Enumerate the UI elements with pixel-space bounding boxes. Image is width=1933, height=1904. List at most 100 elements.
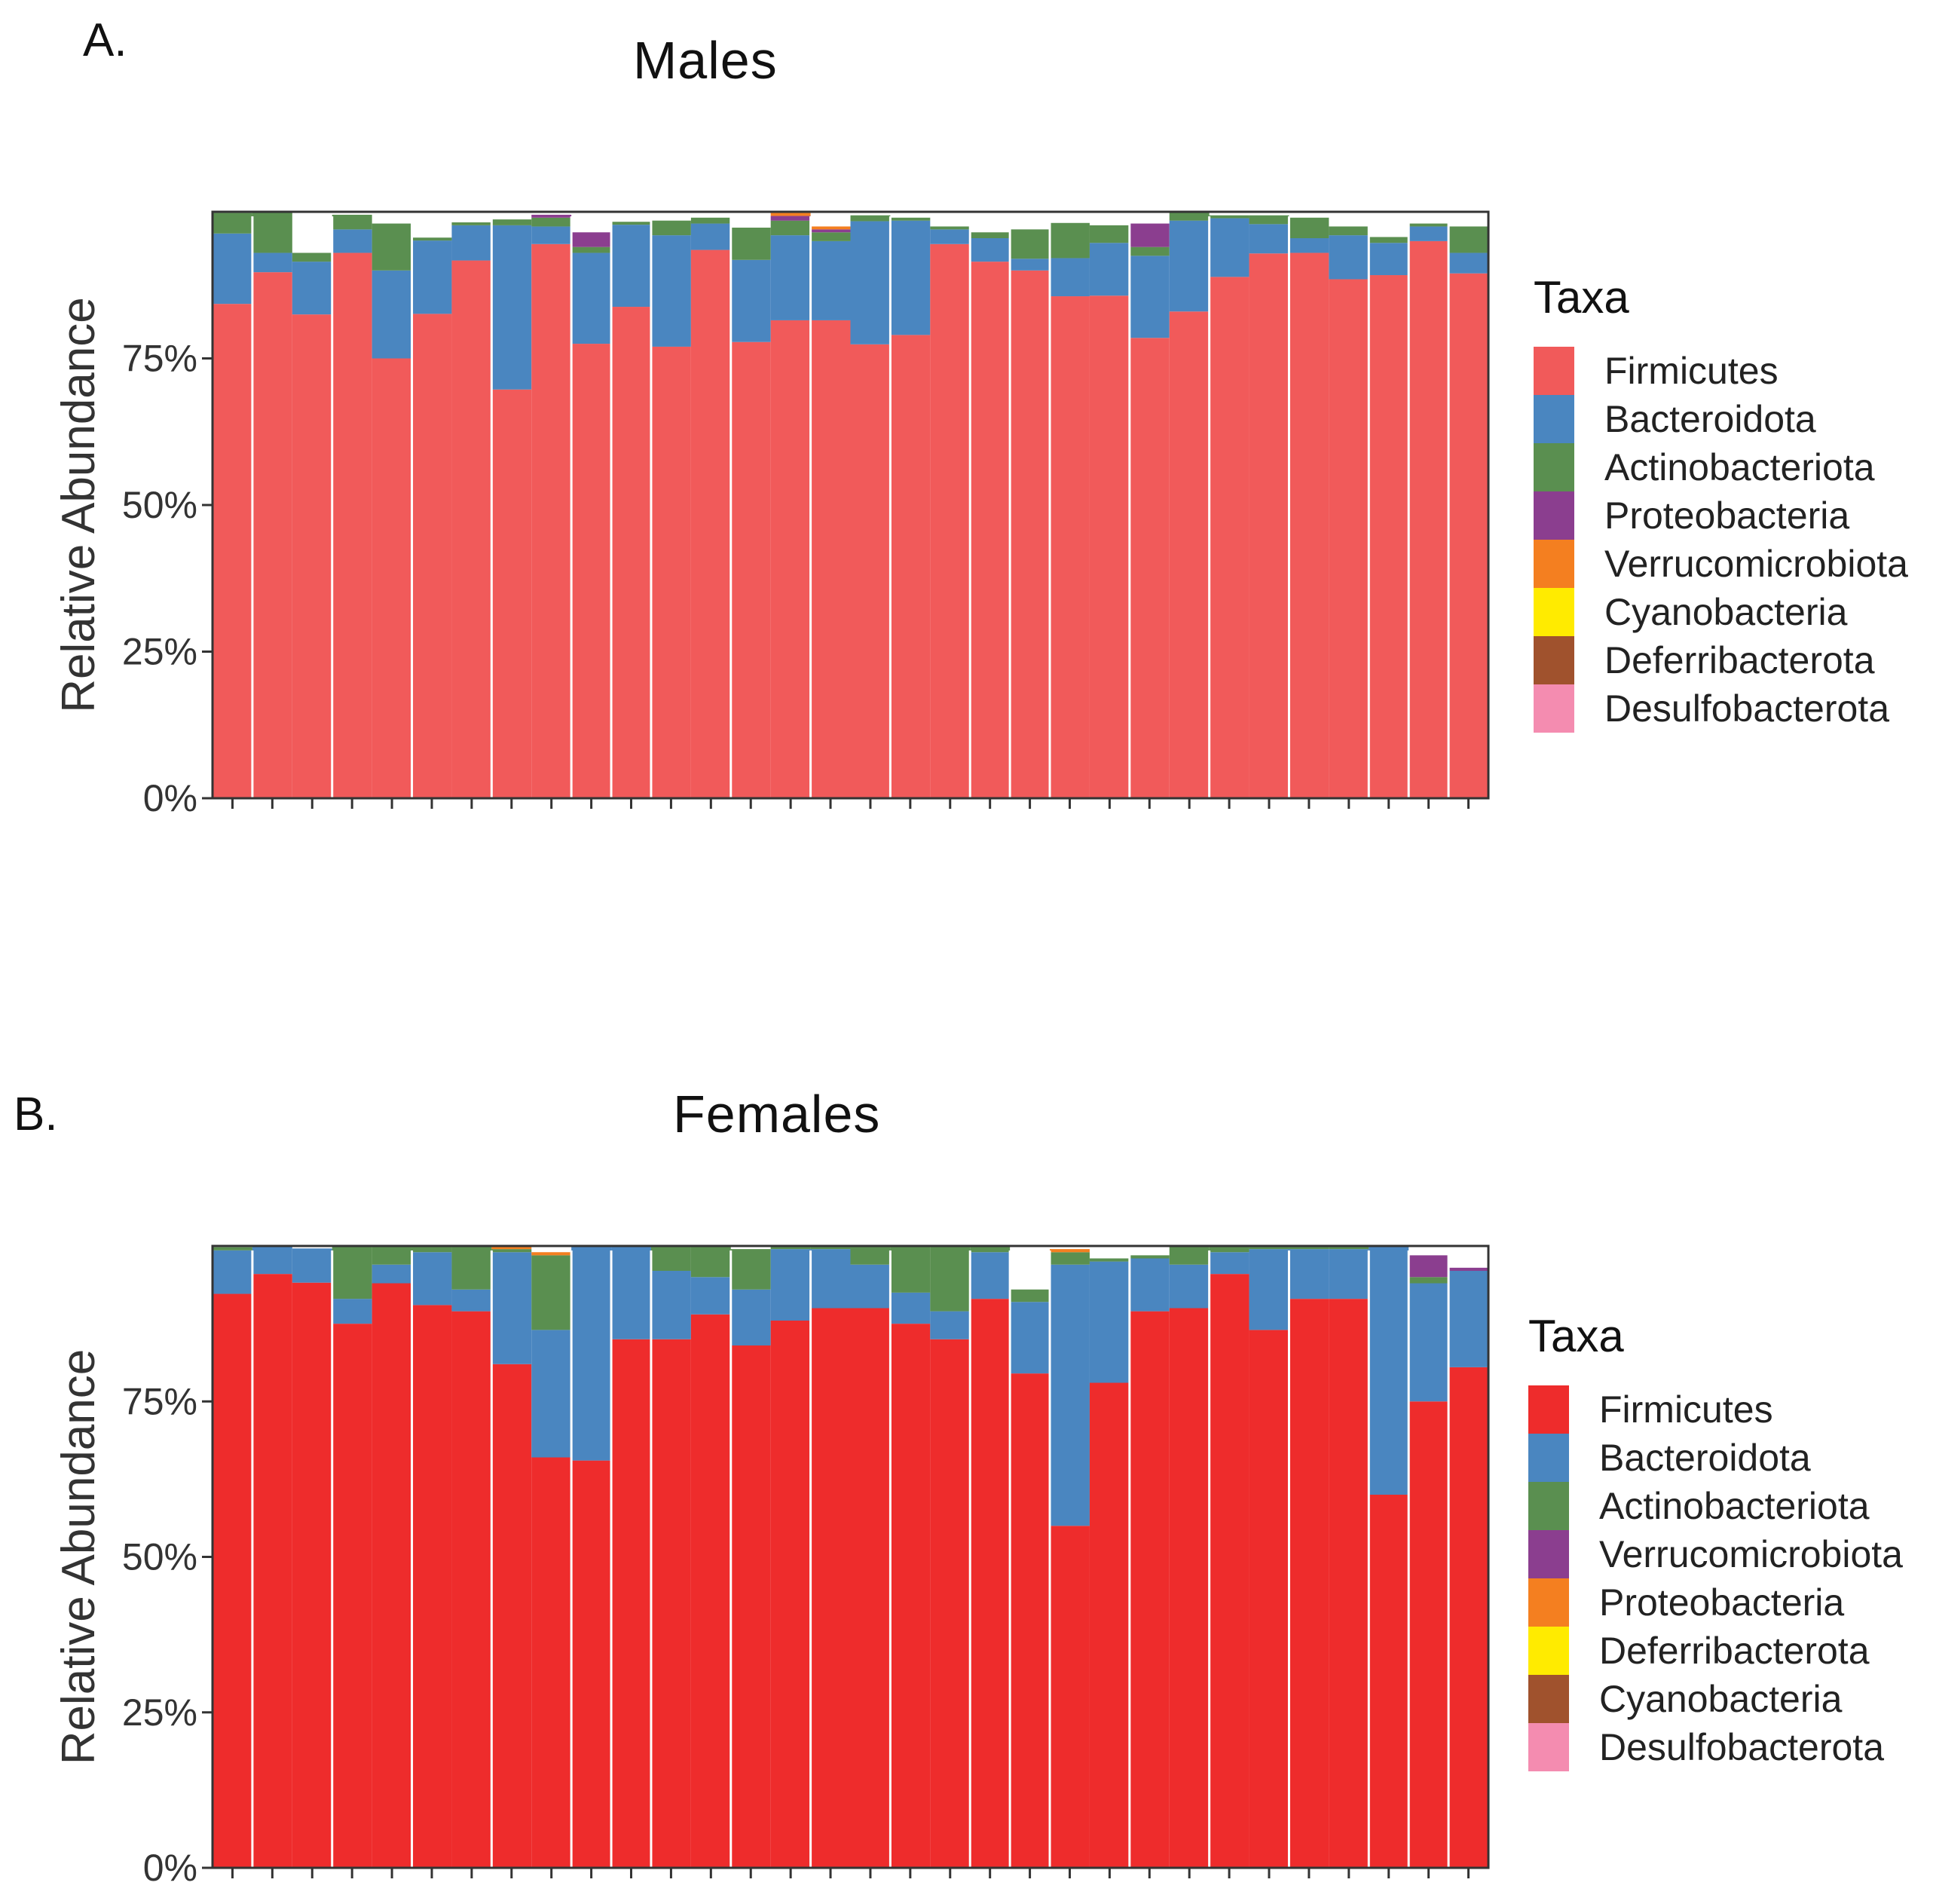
bar-stack <box>531 1252 572 1868</box>
bar-segment-firmicutes <box>372 1283 412 1868</box>
bar-segment-firmicutes <box>650 346 691 798</box>
bar-segment-firmicutes <box>1289 253 1329 799</box>
bar-stack <box>850 215 891 799</box>
bar-segment-actinobacteriota <box>890 217 931 221</box>
bar-segment-firmicutes <box>411 314 452 798</box>
bar-segment-bacteroidota <box>650 1271 691 1339</box>
legend-label: Deferribacterota <box>1599 1630 1870 1672</box>
bar-segment-actinobacteriota <box>372 223 412 271</box>
bar-segment-proteobacteria <box>1129 223 1170 247</box>
bar-segment-actinobacteriota <box>1448 226 1488 253</box>
bar-segment-bacteroidota <box>1209 1252 1249 1275</box>
bar-segment-bacteroidota <box>491 1252 532 1364</box>
bar-segment-firmicutes <box>213 304 252 798</box>
bar-segment-actinobacteriota <box>491 1249 532 1253</box>
legend-item: Firmicutes <box>1534 347 1908 395</box>
panel-males: A. Males 0% 25% 50% 75% Relative Abundance T… <box>53 14 1908 819</box>
legend-label: Bacteroidota <box>1599 1437 1811 1479</box>
bar-segment-firmicutes <box>970 262 1011 798</box>
y-tick-label: 50% <box>122 484 197 526</box>
bar-segment-firmicutes <box>1408 1401 1449 1868</box>
bar-segment-firmicutes <box>650 1339 691 1868</box>
bar-segment-firmicutes <box>690 249 731 798</box>
bar-stack <box>1249 1246 1289 1869</box>
bar-segment-firmicutes <box>372 358 412 798</box>
y-tick-label: 25% <box>122 1691 197 1734</box>
bar-segment-actinobacteriota <box>1209 1246 1249 1253</box>
bar-stack <box>1408 1255 1449 1868</box>
legend-item: Desulfobacterota <box>1534 684 1908 733</box>
legend-item: Bacteroidota <box>1528 1434 1903 1482</box>
bar-segment-bacteroidota <box>930 229 971 244</box>
bar-segment-bacteroidota <box>1408 226 1449 241</box>
bar-segment-bacteroidota <box>571 1246 612 1461</box>
bar-segment-actinobacteriota <box>970 232 1011 239</box>
bar-segment-actinobacteriota <box>1089 1258 1130 1262</box>
bar-segment-firmicutes <box>1369 275 1409 798</box>
bar-segment-actinobacteriota <box>650 1246 691 1271</box>
bar-segment-bacteroidota <box>1050 258 1090 297</box>
legend-item: Actinobacteriota <box>1534 443 1908 491</box>
bar-segment-actinobacteriota <box>611 222 651 225</box>
y-tick-label: 75% <box>122 1380 197 1422</box>
bar-segment-firmicutes <box>770 1321 811 1868</box>
bar-segment-verrucomicrobiota <box>1408 1255 1449 1278</box>
bar-segment-actinobacteriota <box>411 237 452 241</box>
bar-stack <box>1209 1246 1249 1869</box>
legend-swatch <box>1534 684 1574 733</box>
bar-segment-firmicutes <box>730 1345 771 1868</box>
bar-stack <box>571 1246 612 1869</box>
bar-stack <box>970 232 1011 798</box>
bar-segment-firmicutes <box>1209 1274 1249 1869</box>
bar-segment-proteobacteria <box>770 216 811 221</box>
bar-segment-bacteroidota <box>372 1264 412 1284</box>
bar-stack <box>730 228 771 799</box>
bar-stack <box>292 1248 332 1868</box>
bar-stack <box>1369 1246 1409 1868</box>
bar-segment-actinobacteriota <box>451 222 492 225</box>
bar-segment-firmicutes <box>930 243 971 798</box>
bar-segment-firmicutes <box>810 320 851 798</box>
bar-segment-actinobacteriota <box>890 1246 931 1293</box>
bar-stack <box>571 232 612 798</box>
bar-stack <box>730 1249 771 1868</box>
bar-segment-actinobacteriota <box>690 1246 731 1278</box>
bar-segment-bacteroidota <box>890 220 931 335</box>
bar-stack <box>372 1246 412 1868</box>
bar-segment-bacteroidota <box>970 1252 1011 1299</box>
bar-segment-actinobacteriota <box>332 1246 372 1299</box>
legend-item: Deferribacterota <box>1528 1627 1903 1675</box>
bar-segment-firmicutes <box>531 1457 572 1868</box>
bar-stack <box>1329 1246 1369 1869</box>
bar-segment-firmicutes <box>292 1282 332 1868</box>
bar-segment-actinobacteriota <box>451 1246 492 1290</box>
legend-swatch <box>1528 1482 1569 1530</box>
bar-stack <box>930 226 971 798</box>
bar-segment-actinobacteriota <box>850 215 891 222</box>
legend: Taxa Firmicutes Bacteroidota Actinobacteri… <box>1528 1306 1903 1771</box>
bar-stack <box>332 214 372 799</box>
bar-segment-firmicutes <box>332 253 372 799</box>
legend-item: Firmicutes <box>1528 1385 1903 1434</box>
bar-segment-actinobacteriota <box>1089 225 1130 243</box>
bar-stack <box>1050 1249 1090 1868</box>
bar-segment-firmicutes <box>571 344 612 798</box>
bar-stack <box>1369 237 1409 798</box>
bar-segment-actinobacteriota <box>531 1255 572 1330</box>
legend-swatch <box>1534 443 1574 491</box>
bar-segment-firmicutes <box>1249 253 1289 798</box>
bar-segment-bacteroidota <box>332 1299 372 1324</box>
bar-segment-firmicutes <box>451 260 492 798</box>
bar-segment-firmicutes <box>1329 279 1369 799</box>
bar-stack <box>1329 226 1369 799</box>
bar-segment-actinobacteriota <box>332 214 372 230</box>
bar-stack <box>850 1246 891 1868</box>
legend-item: Actinobacteriota <box>1528 1482 1903 1530</box>
legend-swatch <box>1534 636 1574 684</box>
legend-swatch <box>1528 1578 1569 1627</box>
bar-segment-bacteroidota <box>1050 1264 1090 1526</box>
bar-segment-firmicutes <box>571 1460 612 1869</box>
bar-segment-firmicutes <box>1209 277 1249 798</box>
bar-stack <box>690 1246 731 1868</box>
bar-segment-bacteroidota <box>1010 259 1051 271</box>
